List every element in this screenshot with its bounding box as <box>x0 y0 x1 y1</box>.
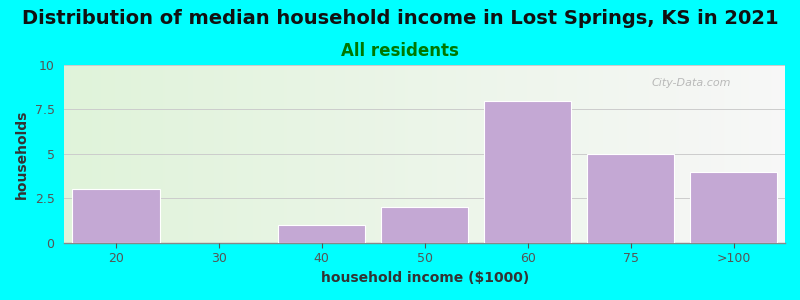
Bar <box>587 154 674 243</box>
Text: Distribution of median household income in Lost Springs, KS in 2021: Distribution of median household income … <box>22 9 778 28</box>
X-axis label: household income ($1000): household income ($1000) <box>321 271 529 285</box>
Bar <box>690 172 778 243</box>
Text: All residents: All residents <box>341 42 459 60</box>
Bar <box>278 225 366 243</box>
Bar <box>381 207 468 243</box>
Bar <box>484 100 571 243</box>
Bar <box>72 189 159 243</box>
Y-axis label: households: households <box>15 109 29 199</box>
Text: City-Data.com: City-Data.com <box>651 78 731 88</box>
